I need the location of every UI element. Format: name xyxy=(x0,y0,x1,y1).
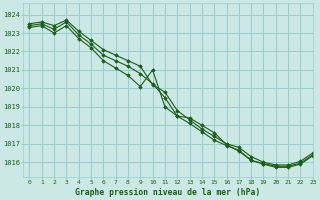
X-axis label: Graphe pression niveau de la mer (hPa): Graphe pression niveau de la mer (hPa) xyxy=(76,188,260,197)
